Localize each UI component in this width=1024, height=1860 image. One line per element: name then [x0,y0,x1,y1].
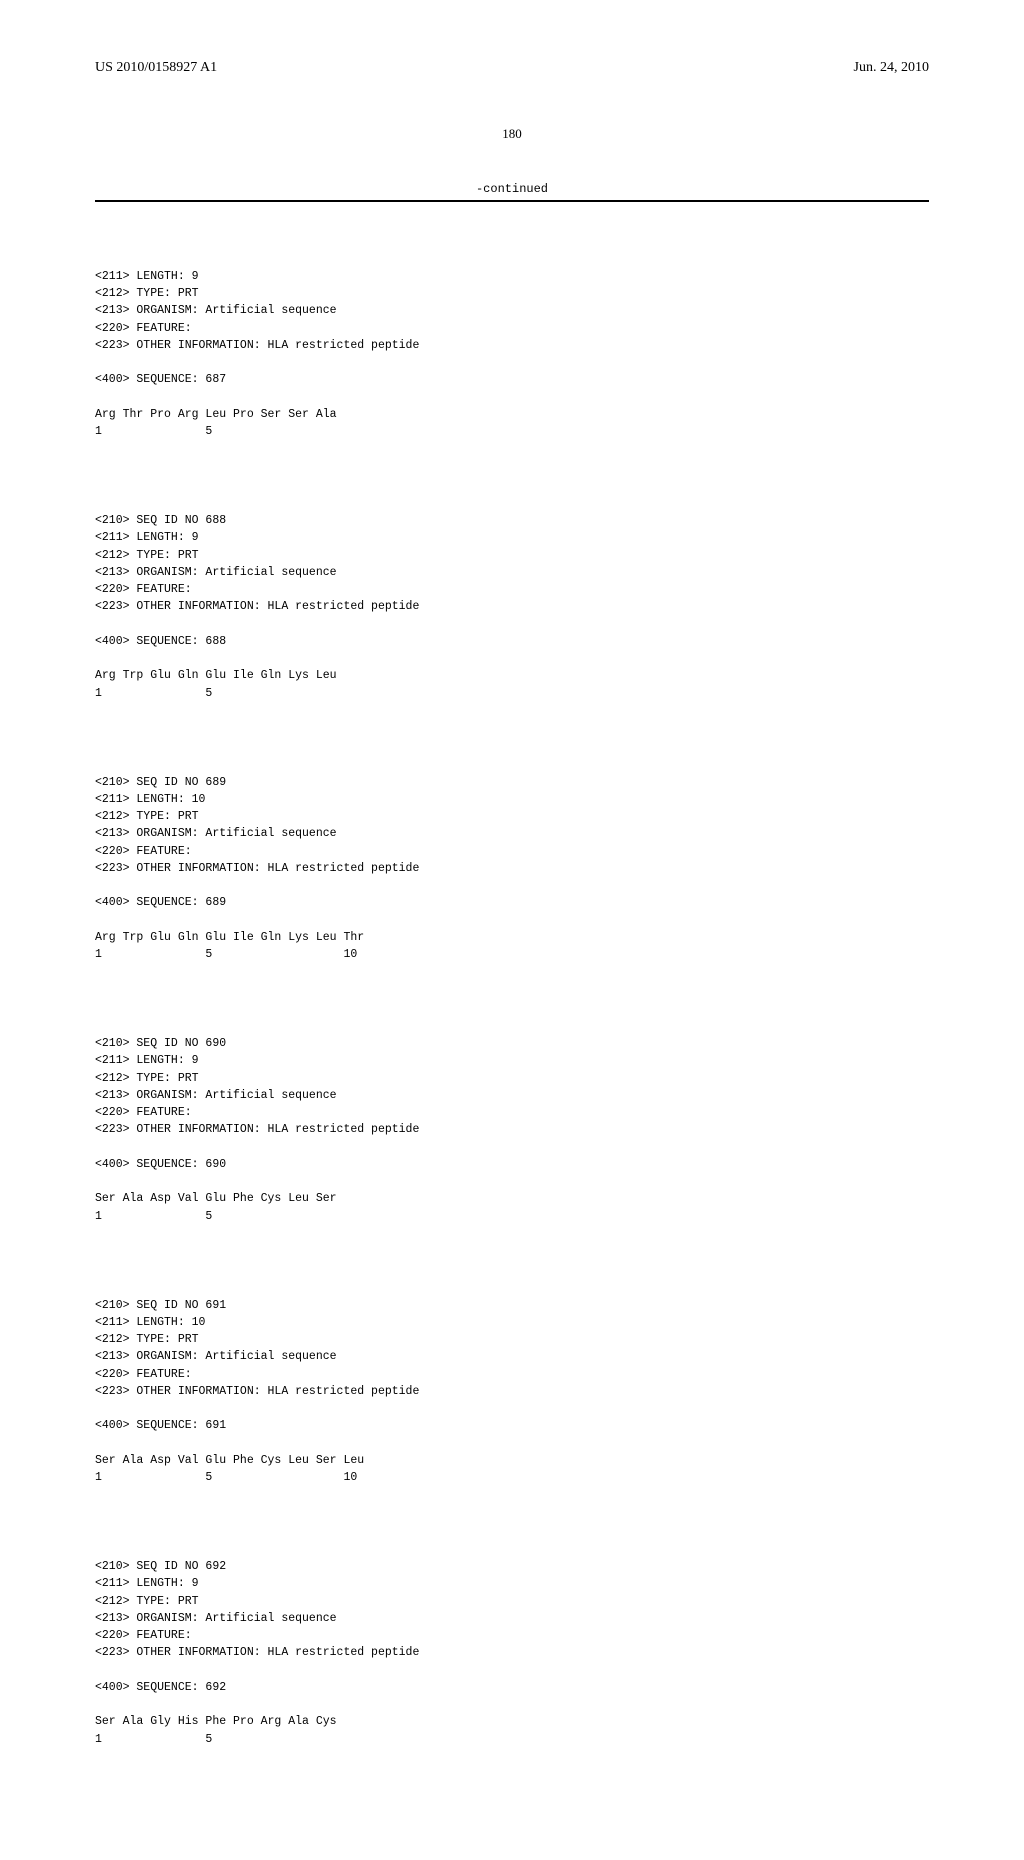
page-number: 180 [95,126,929,142]
publication-number: US 2010/0158927 A1 [95,60,217,76]
continued-label: -continued [95,182,929,196]
sequence-block-689: <210> SEQ ID NO 689 <211> LENGTH: 10 <21… [95,774,929,964]
sequence-block-692: <210> SEQ ID NO 692 <211> LENGTH: 9 <212… [95,1558,929,1748]
sequence-block-687: <211> LENGTH: 9 <212> TYPE: PRT <213> OR… [95,268,929,441]
publication-date: Jun. 24, 2010 [854,60,929,76]
sequence-block-690: <210> SEQ ID NO 690 <211> LENGTH: 9 <212… [95,1035,929,1225]
sequence-listing: <211> LENGTH: 9 <212> TYPE: PRT <213> OR… [95,216,929,1820]
page-container: US 2010/0158927 A1 Jun. 24, 2010 180 -co… [0,0,1024,1860]
sequence-block-688: <210> SEQ ID NO 688 <211> LENGTH: 9 <212… [95,512,929,702]
page-header: US 2010/0158927 A1 Jun. 24, 2010 [95,60,929,76]
horizontal-rule [95,200,929,202]
sequence-block-691: <210> SEQ ID NO 691 <211> LENGTH: 10 <21… [95,1297,929,1487]
